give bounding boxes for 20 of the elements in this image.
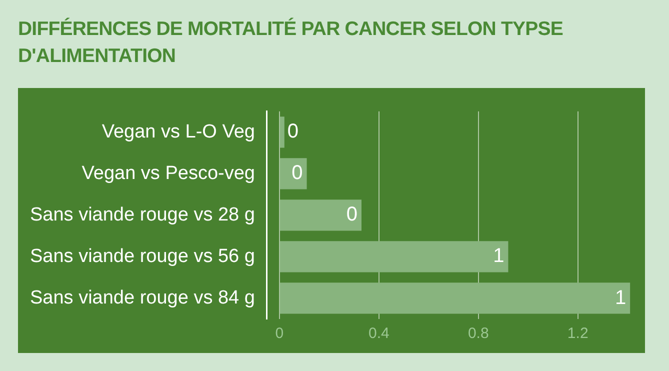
- y-tick-label: Sans viande rouge vs 28 g: [30, 204, 255, 226]
- y-tick-label: Sans viande rouge vs 84 g: [30, 287, 255, 308]
- data-label: 1: [493, 245, 504, 268]
- data-label: 1: [614, 286, 626, 309]
- x-tick-label: 1.2: [567, 325, 588, 342]
- x-tick-label: 0.8: [468, 325, 489, 342]
- y-tick-label: Sans viande rouge vs 56 g: [30, 246, 255, 267]
- bar: [280, 200, 362, 231]
- y-tick-label: Vegan vs L-O Veg: [102, 121, 255, 142]
- bar: [280, 116, 284, 148]
- bar: [280, 282, 630, 314]
- x-tick-label: 0.4: [368, 325, 390, 342]
- data-label: 0: [287, 120, 299, 143]
- data-label: 0: [346, 204, 358, 226]
- x-tick-label: 0: [275, 325, 284, 342]
- y-tick-label: Vegan vs Pesco-veg: [82, 162, 255, 184]
- bar: [280, 241, 508, 272]
- data-label: 0: [292, 162, 303, 184]
- bar: [280, 158, 307, 190]
- chart-title: DIFFÉRENCES DE MORTALITÉ PAR CANCER SELON TYPSE D'ALIMENTATION: [18, 16, 564, 69]
